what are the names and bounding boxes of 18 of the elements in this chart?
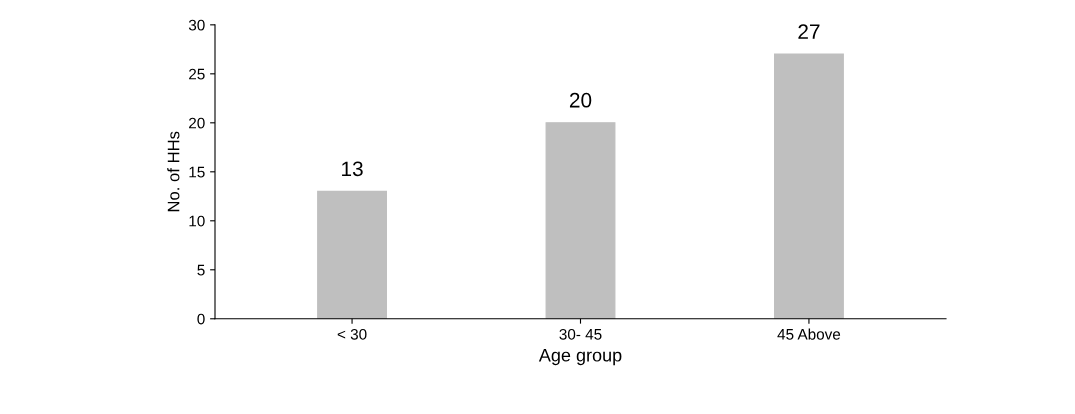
y-tick-label: 25	[189, 68, 205, 80]
data-label: 13	[342, 161, 363, 177]
bar	[317, 190, 388, 319]
bar	[773, 53, 844, 319]
y-tick-label: 0	[197, 313, 205, 325]
x-tick-label: < 30	[337, 328, 367, 340]
y-axis-title: No. of HHs	[167, 131, 180, 212]
y-tick-label: 20	[189, 117, 205, 129]
x-tick-label: 30- 45	[559, 328, 602, 340]
y-tick-label: 5	[197, 264, 205, 276]
x-axis-title: Age group	[538, 348, 622, 366]
y-tick-label: 10	[189, 215, 205, 227]
x-tick-label: 45 Above	[777, 328, 841, 340]
y-tick-label: 30	[188, 19, 205, 31]
data-label: 20	[569, 92, 592, 108]
y-tick-label: 15	[189, 166, 205, 178]
bar	[545, 122, 616, 319]
data-label: 27	[798, 24, 820, 39]
